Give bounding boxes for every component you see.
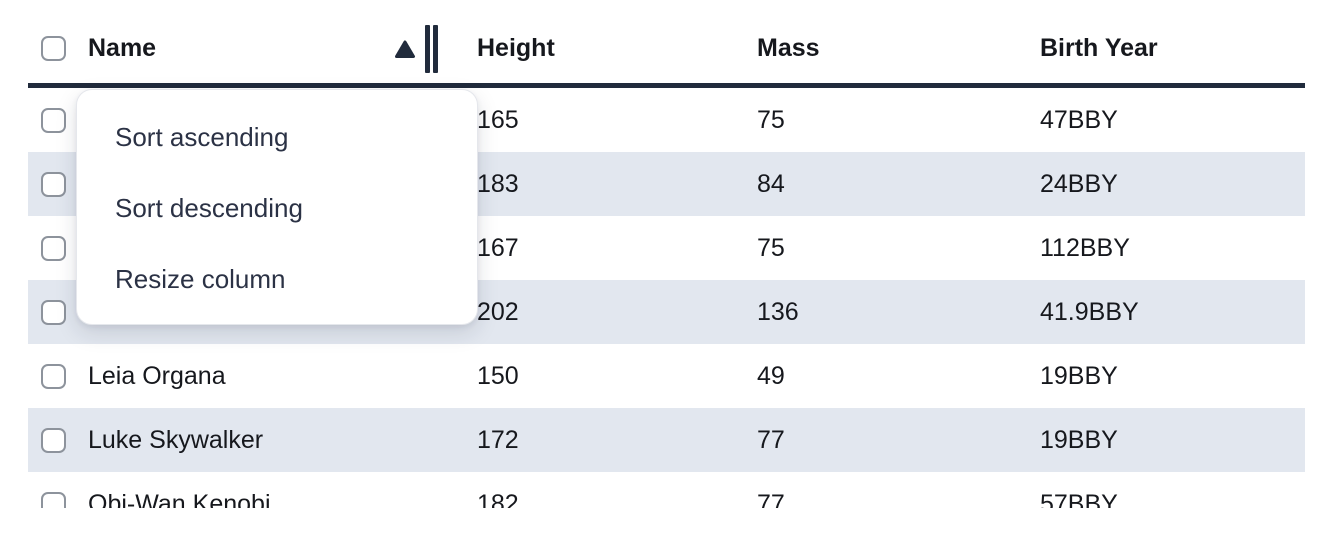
select-all-checkbox[interactable]	[41, 36, 66, 61]
header-cell-height[interactable]: Height	[477, 34, 757, 63]
row-checkbox[interactable]	[41, 235, 66, 261]
table-row[interactable]: Obi-Wan Kenobi 182 77 57BBY	[28, 472, 1305, 508]
row-cell-select	[28, 363, 88, 389]
header-cell-birth-year[interactable]: Birth Year	[1040, 34, 1305, 63]
column-label-mass: Mass	[757, 34, 820, 62]
table-header-row: Name Height Mass Birth Year	[28, 0, 1305, 88]
row-checkbox[interactable]	[41, 491, 66, 508]
row-cell-select	[28, 491, 88, 508]
row-cell-select	[28, 427, 88, 453]
table-row[interactable]: Luke Skywalker 172 77 19BBY	[28, 408, 1305, 472]
row-cell-height: 202	[477, 297, 519, 326]
row-cell-height: 172	[477, 425, 519, 454]
column-context-menu: Sort ascending Sort descending Resize co…	[76, 89, 478, 325]
row-cell-select	[28, 235, 88, 261]
row-cell-birth-year: 47BBY	[1040, 105, 1118, 134]
row-checkbox[interactable]	[41, 171, 66, 197]
row-cell-birth-year: 24BBY	[1040, 169, 1118, 198]
column-label-name: Name	[88, 34, 157, 62]
row-cell-height: 150	[477, 361, 519, 390]
table-row[interactable]: Leia Organa 150 49 19BBY	[28, 344, 1305, 408]
resize-bar	[425, 24, 430, 73]
row-cell-height: 182	[477, 489, 519, 509]
row-cell-mass: 84	[757, 169, 785, 198]
header-cell-mass[interactable]: Mass	[757, 34, 1040, 63]
row-cell-mass: 77	[757, 489, 785, 509]
row-cell-name: Luke Skywalker	[88, 425, 264, 454]
row-cell-birth-year: 41.9BBY	[1040, 297, 1139, 326]
row-cell-mass: 75	[757, 233, 785, 262]
column-resize-handle-icon[interactable]	[425, 24, 438, 73]
row-cell-birth-year: 57BBY	[1040, 489, 1118, 509]
column-label-height: Height	[477, 34, 555, 62]
row-checkbox[interactable]	[41, 107, 66, 133]
row-cell-select	[28, 107, 88, 133]
column-label-birth-year: Birth Year	[1040, 34, 1158, 62]
row-checkbox[interactable]	[41, 427, 66, 453]
row-cell-height: 167	[477, 233, 519, 262]
row-cell-height: 183	[477, 169, 519, 198]
row-cell-select	[28, 299, 88, 325]
menu-item-resize-column[interactable]: Resize column	[115, 264, 286, 294]
menu-item-sort-descending[interactable]: Sort descending	[115, 193, 303, 223]
menu-item-sort-ascending[interactable]: Sort ascending	[115, 122, 289, 152]
header-cell-name[interactable]: Name	[88, 24, 477, 73]
header-cell-select-all	[28, 36, 88, 61]
row-cell-birth-year: 19BBY	[1040, 361, 1118, 390]
row-cell-mass: 49	[757, 361, 785, 390]
row-cell-mass: 77	[757, 425, 785, 454]
row-cell-name: Obi-Wan Kenobi	[88, 489, 271, 509]
row-cell-select	[28, 171, 88, 197]
row-checkbox[interactable]	[41, 363, 66, 389]
row-cell-birth-year: 112BBY	[1040, 233, 1130, 262]
row-cell-birth-year: 19BBY	[1040, 425, 1118, 454]
row-cell-mass: 136	[757, 297, 799, 326]
row-cell-name: Leia Organa	[88, 361, 226, 390]
row-cell-height: 165	[477, 105, 519, 134]
sort-ascending-triangle-icon	[393, 37, 417, 61]
resize-bar	[433, 24, 438, 73]
row-cell-mass: 75	[757, 105, 785, 134]
row-checkbox[interactable]	[41, 299, 66, 325]
